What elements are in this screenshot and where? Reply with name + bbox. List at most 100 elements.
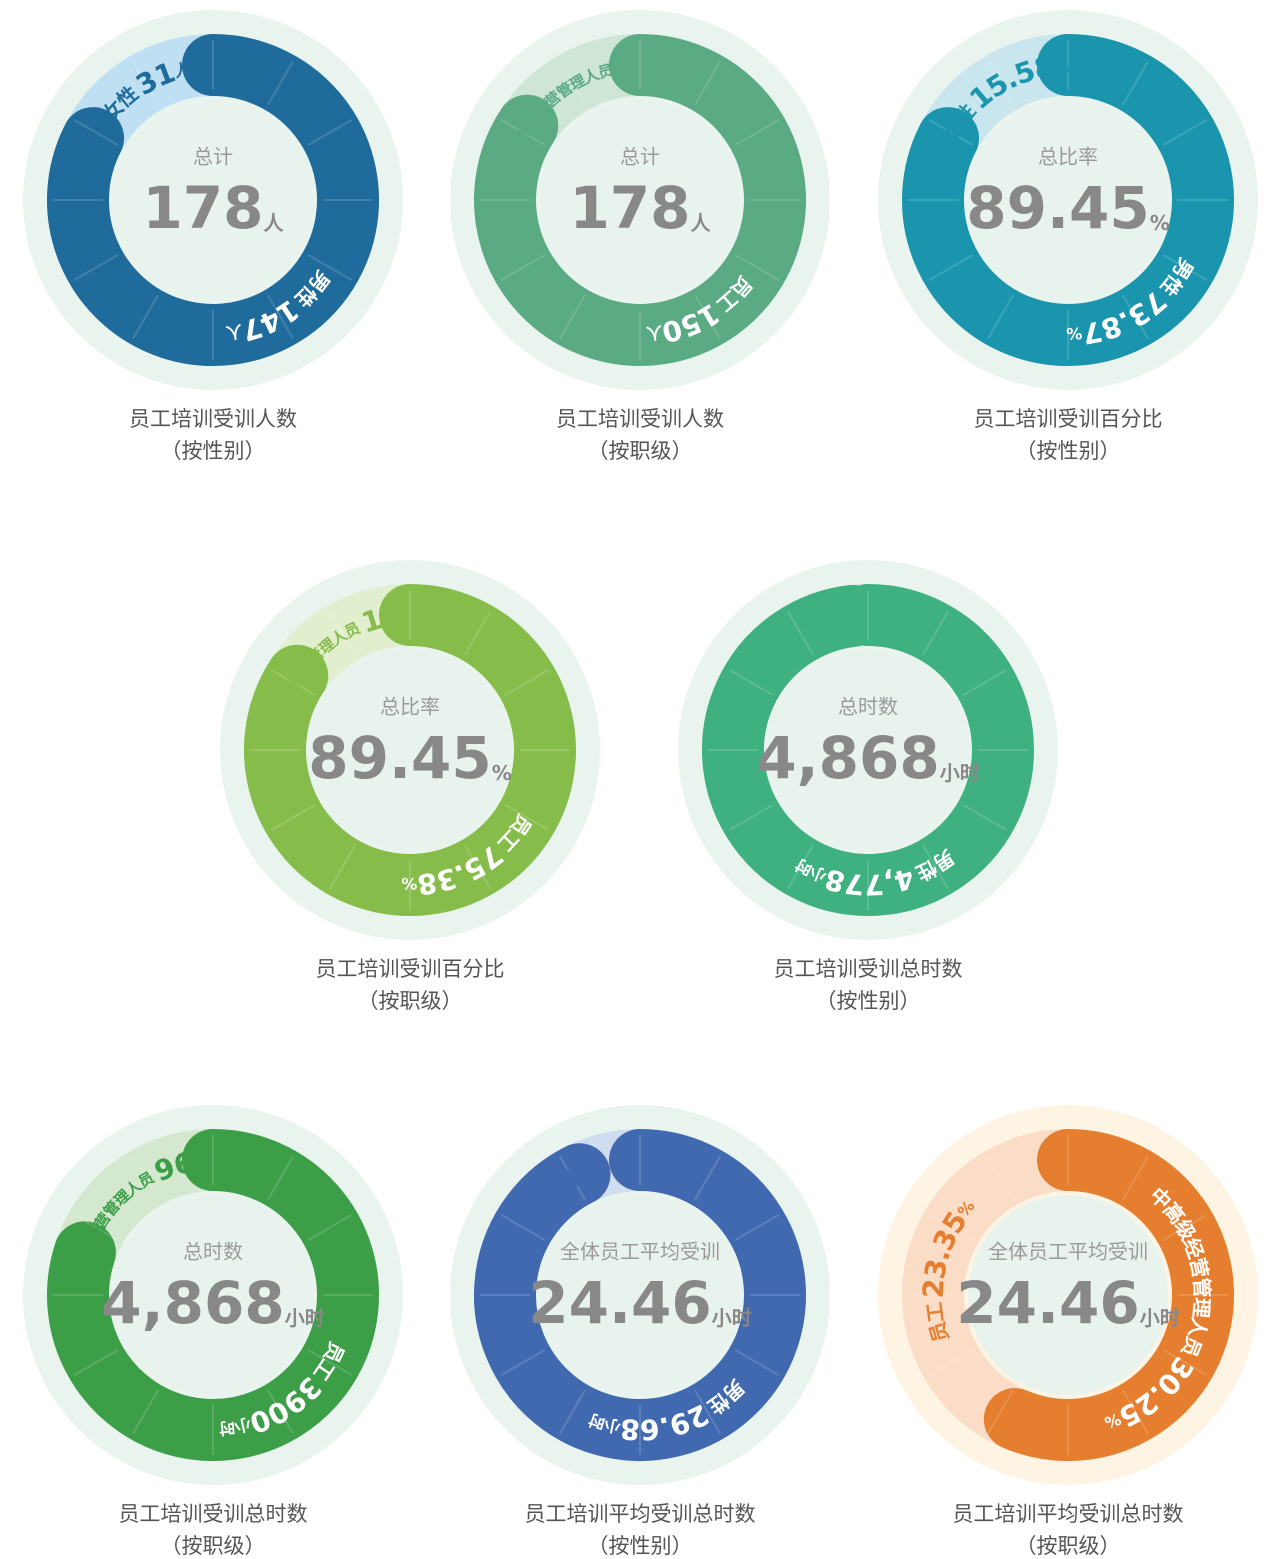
- center-label: 总计: [193, 145, 233, 169]
- tick-decoration: [307, 254, 353, 281]
- inner-disc: [310, 650, 510, 850]
- tick-decoration: [728, 669, 774, 696]
- tick-decoration: [734, 119, 780, 146]
- chart-title: 员工培训受训人数: [129, 407, 297, 431]
- chart-title: 员工培训受训百分比: [316, 957, 505, 981]
- inner-disc: [768, 650, 968, 850]
- center-value: 4,868小时: [756, 724, 979, 792]
- tick-decoration: [267, 1389, 294, 1435]
- center-value: 24.46小时: [956, 1269, 1179, 1337]
- tick-decoration: [267, 294, 294, 340]
- center-label: 总计: [620, 145, 660, 169]
- tick-decoration: [928, 254, 974, 281]
- center-value: 178人: [569, 174, 711, 242]
- tick-decoration: [734, 1349, 780, 1376]
- center-label: 总比率: [380, 695, 440, 719]
- segment-unit: %: [401, 874, 417, 893]
- tick-decoration: [1162, 254, 1208, 281]
- segment-unit: 人: [224, 322, 244, 343]
- tick-decoration: [928, 1214, 974, 1241]
- tick-decoration: [73, 1214, 119, 1241]
- tick-decoration: [270, 669, 316, 696]
- center-label: 全体员工平均受训: [560, 1240, 720, 1264]
- tick-decoration: [500, 254, 546, 281]
- center-value: 178人: [142, 174, 284, 242]
- tick-decoration: [987, 294, 1014, 340]
- segment: [474, 34, 806, 366]
- chart-subtitle: （按职级）: [1016, 1534, 1121, 1558]
- tick-decoration: [307, 119, 353, 146]
- chart-subtitle: （按职级）: [358, 989, 463, 1013]
- tick-decoration: [500, 1349, 546, 1376]
- inner-disc: [968, 1195, 1168, 1395]
- tick-decoration: [559, 1155, 586, 1201]
- tick-decoration: [1122, 294, 1149, 340]
- center-label: 总时数: [838, 695, 898, 719]
- chart-title: 员工培训受训百分比: [974, 407, 1163, 431]
- tick-decoration: [987, 1389, 1014, 1435]
- center-label: 总时数: [183, 1240, 243, 1264]
- segment-unit: 人: [644, 323, 663, 344]
- tick-decoration: [787, 844, 814, 890]
- segment-unit: %: [1102, 1410, 1123, 1433]
- tick-decoration: [270, 804, 316, 831]
- tick-decoration: [787, 610, 814, 656]
- tick-decoration: [504, 804, 550, 831]
- segment-unit: %: [1066, 324, 1083, 344]
- tick-decoration: [728, 804, 774, 831]
- tick-decoration: [464, 844, 491, 890]
- tick-decoration: [500, 119, 546, 146]
- tick-decoration: [73, 119, 119, 146]
- tick-decoration: [1122, 60, 1149, 106]
- tick-decoration: [922, 844, 949, 890]
- tick-decoration: [928, 119, 974, 146]
- inner-disc: [968, 100, 1168, 300]
- tick-decoration: [329, 610, 356, 656]
- segment-unit: 小时: [0, 0, 8, 9]
- tick-decoration: [962, 804, 1008, 831]
- tick-decoration: [500, 1214, 546, 1241]
- segment: [244, 584, 576, 916]
- chart-subtitle: （按性别）: [816, 989, 921, 1013]
- tick-decoration: [1162, 119, 1208, 146]
- chart-title: 员工培训受训总时数: [119, 1502, 308, 1526]
- segment-unit: 小时: [0, 0, 8, 9]
- tick-decoration: [267, 1155, 294, 1201]
- segment-unit: %: [0, 0, 8, 9]
- center-label: 总比率: [1038, 145, 1098, 169]
- tick-decoration: [1162, 1214, 1208, 1241]
- segment-unit: 人: [0, 0, 9, 9]
- tick-decoration: [922, 610, 949, 656]
- segment: [474, 1129, 806, 1461]
- tick-decoration: [694, 1389, 721, 1435]
- inner-disc: [540, 1195, 740, 1395]
- tick-decoration: [559, 1389, 586, 1435]
- tick-decoration: [928, 1349, 974, 1376]
- inner-disc: [113, 1195, 313, 1395]
- tick-decoration: [132, 294, 159, 340]
- tick-decoration: [132, 1155, 159, 1201]
- segment-unit: %: [1053, 56, 1070, 76]
- chart-title: 员工培训受训总时数: [774, 957, 963, 981]
- tick-decoration: [559, 294, 586, 340]
- tick-decoration: [734, 1214, 780, 1241]
- inner-disc: [540, 100, 740, 300]
- tick-decoration: [132, 60, 159, 106]
- segment: [47, 1129, 379, 1461]
- segment-unit: 小时: [0, 0, 8, 9]
- tick-decoration: [73, 254, 119, 281]
- tick-decoration: [464, 610, 491, 656]
- segment: [902, 34, 1234, 366]
- chart-subtitle: （按性别）: [1016, 439, 1121, 463]
- chart-title: 员工培训平均受训总时数: [953, 1502, 1184, 1526]
- inner-disc: [113, 100, 313, 300]
- tick-decoration: [962, 669, 1008, 696]
- tick-decoration: [1162, 1349, 1208, 1376]
- segment: [902, 1129, 1069, 1448]
- center-value: 89.45%: [966, 174, 1170, 242]
- tick-decoration: [267, 60, 294, 106]
- tick-decoration: [734, 254, 780, 281]
